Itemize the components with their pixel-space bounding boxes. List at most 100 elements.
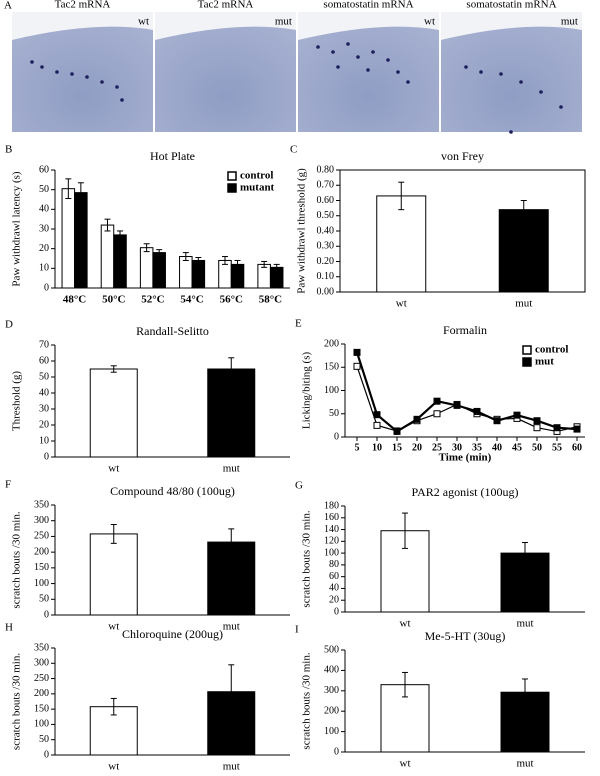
- x-tick-label: mut: [223, 463, 240, 475]
- y-tick-label: 300: [34, 515, 49, 526]
- x-tick-label: 50: [532, 442, 542, 453]
- genotype-label: mut: [561, 16, 578, 28]
- stained-cell: [100, 80, 104, 84]
- point: [393, 427, 401, 435]
- panel-letter: B: [5, 144, 12, 156]
- x-tick-label: 54°C: [180, 294, 203, 306]
- x-tick-label: mut: [516, 618, 533, 630]
- x-tick-label: wt: [108, 463, 119, 475]
- panel-letter: D: [5, 319, 13, 331]
- y-tick-label: 0: [44, 451, 49, 462]
- error-bar: [273, 263, 280, 271]
- point: [433, 410, 441, 418]
- bar: [139, 247, 154, 289]
- x-tick-label: 25: [432, 442, 442, 453]
- stained-cell: [539, 90, 543, 94]
- y-tick-label: 0.00: [317, 286, 335, 297]
- panel-letter: G: [295, 480, 303, 492]
- y-tick-label: 30: [39, 223, 49, 234]
- y-tick-label: 0.30: [317, 241, 335, 252]
- x-tick-label: 48°C: [63, 294, 86, 306]
- stained-cell: [70, 72, 74, 76]
- x-tick-label: mut: [516, 758, 533, 770]
- panel-letter: F: [5, 479, 11, 491]
- bar: [152, 252, 166, 289]
- x-tick-label: 10: [372, 442, 382, 453]
- stained-cell: [115, 85, 119, 89]
- y-tick-label: 0: [334, 746, 339, 757]
- x-tick-label: mut: [223, 621, 240, 633]
- tissue-edge: [155, 12, 296, 40]
- y-tick-label: 0: [44, 282, 49, 293]
- y-tick-label: 50: [39, 184, 49, 195]
- y-tick-label: 140: [324, 524, 339, 535]
- error-bar: [195, 257, 202, 264]
- stained-cell: [356, 55, 360, 59]
- error-bar: [110, 365, 117, 373]
- legend-swatch: [227, 171, 237, 181]
- point: [413, 415, 421, 423]
- stained-cell: [519, 80, 523, 84]
- y-tick-label: 10: [39, 435, 49, 446]
- panel-letter: C: [290, 144, 297, 156]
- error-bar: [65, 178, 72, 200]
- y-tick-label: 180: [324, 500, 339, 511]
- y-tick-label: 70: [39, 339, 49, 350]
- x-tick-label: 30: [452, 442, 462, 453]
- y-tick-label: 200: [324, 705, 339, 716]
- point: [533, 417, 541, 425]
- point: [573, 425, 581, 433]
- y-tick-label: 0: [44, 609, 49, 620]
- chart-title: von Frey: [441, 149, 484, 163]
- chart-title: Hot Plate: [150, 149, 195, 163]
- error-bar: [261, 260, 268, 268]
- x-tick-label: 55: [552, 442, 562, 453]
- y-tick-label: 160: [324, 512, 339, 523]
- y-tick-label: 40: [329, 583, 339, 594]
- point: [453, 401, 461, 409]
- chart-title: Randall-Selitto: [136, 324, 209, 338]
- error-bar: [402, 671, 408, 698]
- stained-cell: [386, 58, 390, 62]
- panel-letter: A: [4, 0, 12, 12]
- x-tick-label: 35: [472, 442, 482, 453]
- image-row: Tac2 mRNA wt Tac2 mRNA mut somatostatin mRNA…: [12, 0, 582, 134]
- error-bar: [522, 678, 528, 706]
- stained-cell: [559, 105, 563, 109]
- y-tick-label: 20: [39, 243, 49, 254]
- bar: [89, 368, 138, 458]
- tissue-edge: [12, 12, 153, 40]
- chart-title: Me-5-HT (30ug): [425, 629, 506, 643]
- y-tick-label: 20: [39, 419, 49, 430]
- stained-cell: [40, 65, 44, 69]
- y-tick-label: 0.40: [317, 225, 335, 236]
- error-bar: [228, 664, 235, 720]
- point: [533, 424, 541, 432]
- error-bar: [522, 542, 528, 565]
- y-tick-label: 100: [324, 547, 339, 558]
- bar: [376, 195, 427, 293]
- error-bar: [77, 182, 84, 203]
- y-tick-label: 0.10: [317, 271, 335, 282]
- y-tick-label: 100: [34, 578, 49, 589]
- point: [513, 411, 521, 419]
- stained-cell: [406, 80, 410, 84]
- stained-cell: [464, 65, 468, 69]
- y-axis-label: scratch bouts /30 min.: [301, 652, 313, 749]
- legend-swatch: [522, 345, 532, 355]
- x-tick-label: mut: [223, 761, 240, 773]
- y-tick-label: 250: [34, 531, 49, 542]
- y-tick-label: 40: [39, 387, 49, 398]
- error-bar: [234, 259, 241, 269]
- y-tick-label: 60: [329, 571, 339, 582]
- x-tick-label: 20: [412, 442, 422, 453]
- y-axis-label: Licking/biting (s): [301, 352, 313, 430]
- legend-label: mut: [535, 356, 554, 368]
- point: [373, 411, 381, 419]
- series-line: [356, 366, 578, 433]
- stained-cell: [336, 65, 340, 69]
- bar: [207, 368, 256, 458]
- stained-cell: [85, 75, 89, 79]
